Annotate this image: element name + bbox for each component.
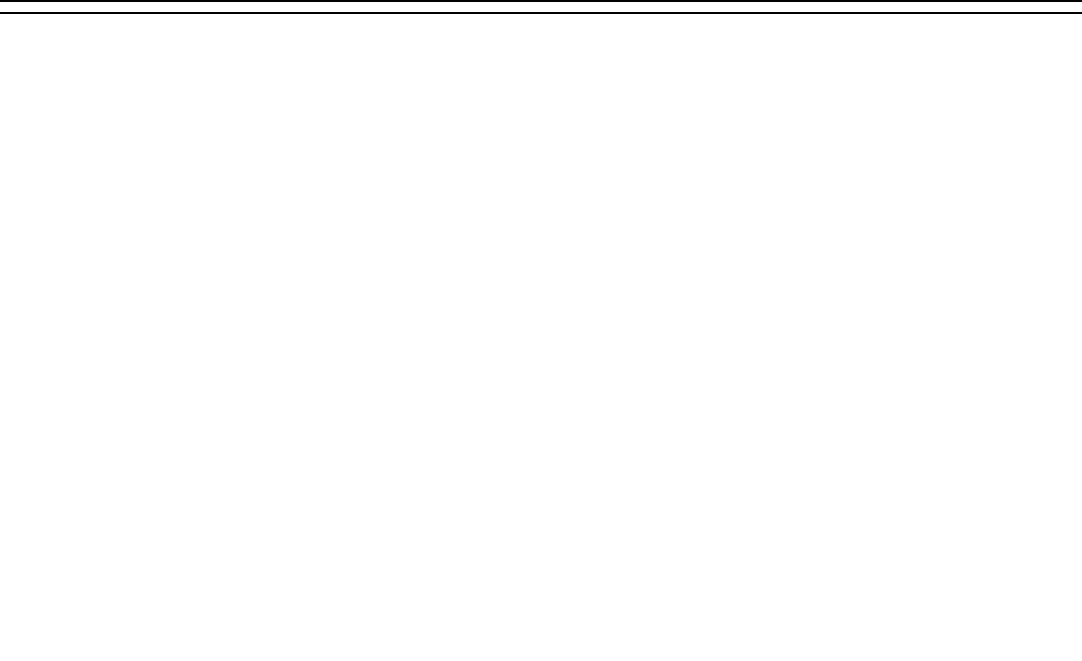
instaforex-logo (8, 531, 126, 651)
instaforex-starburst-icon (8, 531, 126, 651)
chart-title (0, 0, 1082, 14)
